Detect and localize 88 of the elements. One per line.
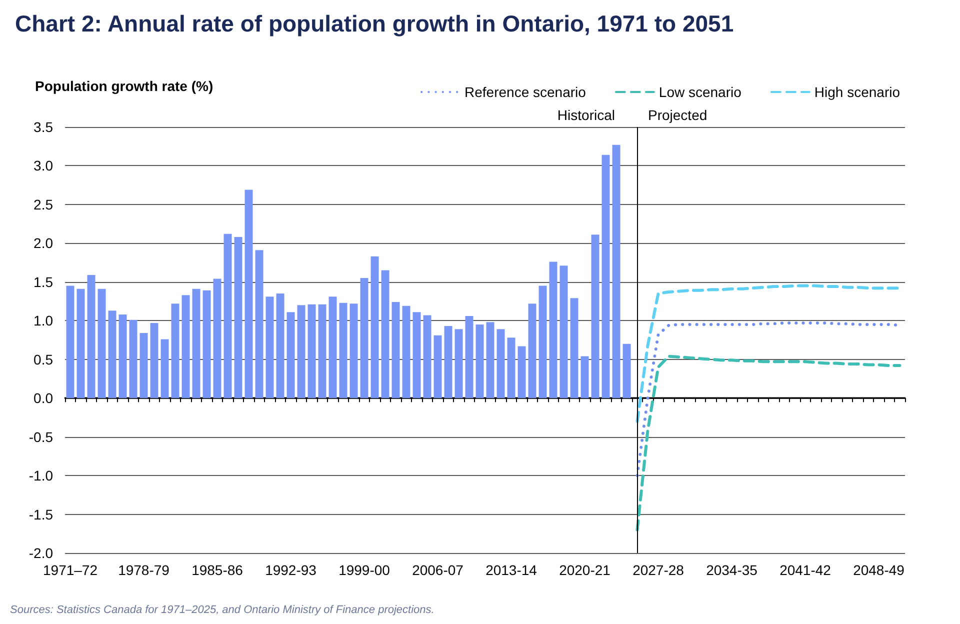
line-series	[636, 354, 902, 532]
y-axis-title: Population growth rate (%)	[35, 78, 214, 94]
bar	[423, 315, 432, 398]
bar	[224, 234, 232, 398]
bar	[202, 290, 211, 398]
bar	[392, 302, 400, 398]
bar	[538, 286, 547, 398]
x-tick-label: 2041-42	[780, 562, 832, 578]
y-tick-label: -1.0	[28, 468, 54, 484]
x-tick-label: 2027-28	[632, 562, 684, 578]
y-tick-label: 3.0	[34, 158, 54, 174]
bar	[350, 304, 358, 398]
bar	[328, 296, 337, 398]
y-tick-label: 1.0	[34, 312, 54, 329]
y-tick-label: 2.0	[34, 235, 54, 252]
bar	[276, 294, 284, 398]
x-tick-label: 2048-49	[853, 562, 905, 578]
bar	[580, 356, 589, 398]
bar	[591, 234, 600, 398]
bar	[234, 236, 242, 398]
bar	[118, 314, 127, 398]
y-tick-label: 2.5	[34, 196, 54, 212]
bar	[308, 304, 316, 398]
bar	[560, 266, 568, 398]
bar	[486, 322, 494, 398]
bar	[339, 302, 348, 398]
bar	[454, 329, 463, 398]
bar	[66, 286, 74, 398]
text: Historical	[557, 107, 615, 123]
legend-label: Low scenario	[658, 84, 742, 100]
bar	[602, 154, 610, 398]
bar	[213, 278, 222, 398]
bar	[266, 296, 274, 398]
y-tick-label: 0.5	[34, 351, 54, 368]
bar	[182, 295, 190, 398]
bar	[297, 305, 306, 398]
x-tick-label: 2006-07	[412, 562, 464, 578]
bar	[518, 346, 526, 398]
bar	[255, 250, 264, 398]
bar	[507, 338, 516, 398]
y-tick-label: 0.0	[34, 390, 54, 406]
x-tick-label: 1999-00	[338, 562, 390, 578]
bar	[76, 288, 85, 398]
bar	[192, 288, 200, 398]
x-tick-label: 1971–72	[42, 562, 98, 578]
bar	[160, 339, 169, 398]
bar	[549, 262, 558, 398]
y-tick-label: 1.5	[34, 274, 54, 290]
x-tick-label: 2020-21	[559, 562, 611, 578]
source-note: Sources: Statistics Canada for 1971–2025, and Ontario Ministry of Finance projections.	[10, 604, 434, 616]
bar	[140, 333, 148, 398]
bar	[108, 310, 116, 398]
bar	[622, 344, 631, 398]
legend-label: High scenario	[814, 84, 900, 100]
bar	[476, 324, 484, 398]
y-tick-label: -1.5	[28, 506, 54, 522]
bar	[412, 312, 421, 398]
bar	[286, 312, 295, 398]
bar	[381, 270, 390, 398]
bar	[98, 288, 106, 398]
bar	[318, 304, 326, 398]
legend-label: Reference scenario	[464, 84, 586, 100]
x-tick-label: 2013-14	[486, 562, 538, 578]
x-tick-label: 1978-79	[118, 562, 170, 578]
x-tick-label: 2034-35	[706, 562, 758, 578]
y-tick-label: -2.0	[28, 545, 54, 561]
bar	[434, 335, 442, 398]
bar	[465, 316, 474, 398]
bar	[244, 190, 253, 398]
bar	[402, 306, 410, 398]
bar	[150, 322, 158, 398]
bar	[87, 274, 96, 398]
bar	[444, 326, 452, 398]
x-tick-label: 1992-93	[265, 562, 317, 578]
bar	[612, 144, 620, 398]
bar	[496, 329, 505, 398]
x-tick-label: 1985-86	[192, 562, 244, 578]
text: Projected	[648, 107, 708, 123]
bar	[528, 304, 536, 398]
bar	[129, 320, 138, 398]
bar	[360, 278, 368, 398]
line-series	[636, 284, 902, 423]
y-tick-label: 3.5	[34, 119, 54, 135]
bar	[570, 298, 578, 398]
chart-title: Chart 2: Annual rate of population growth in Ontario, 1971 to 2051	[15, 10, 734, 36]
y-tick-label: -0.5	[28, 428, 54, 445]
bar	[171, 304, 180, 398]
bar	[370, 256, 379, 398]
